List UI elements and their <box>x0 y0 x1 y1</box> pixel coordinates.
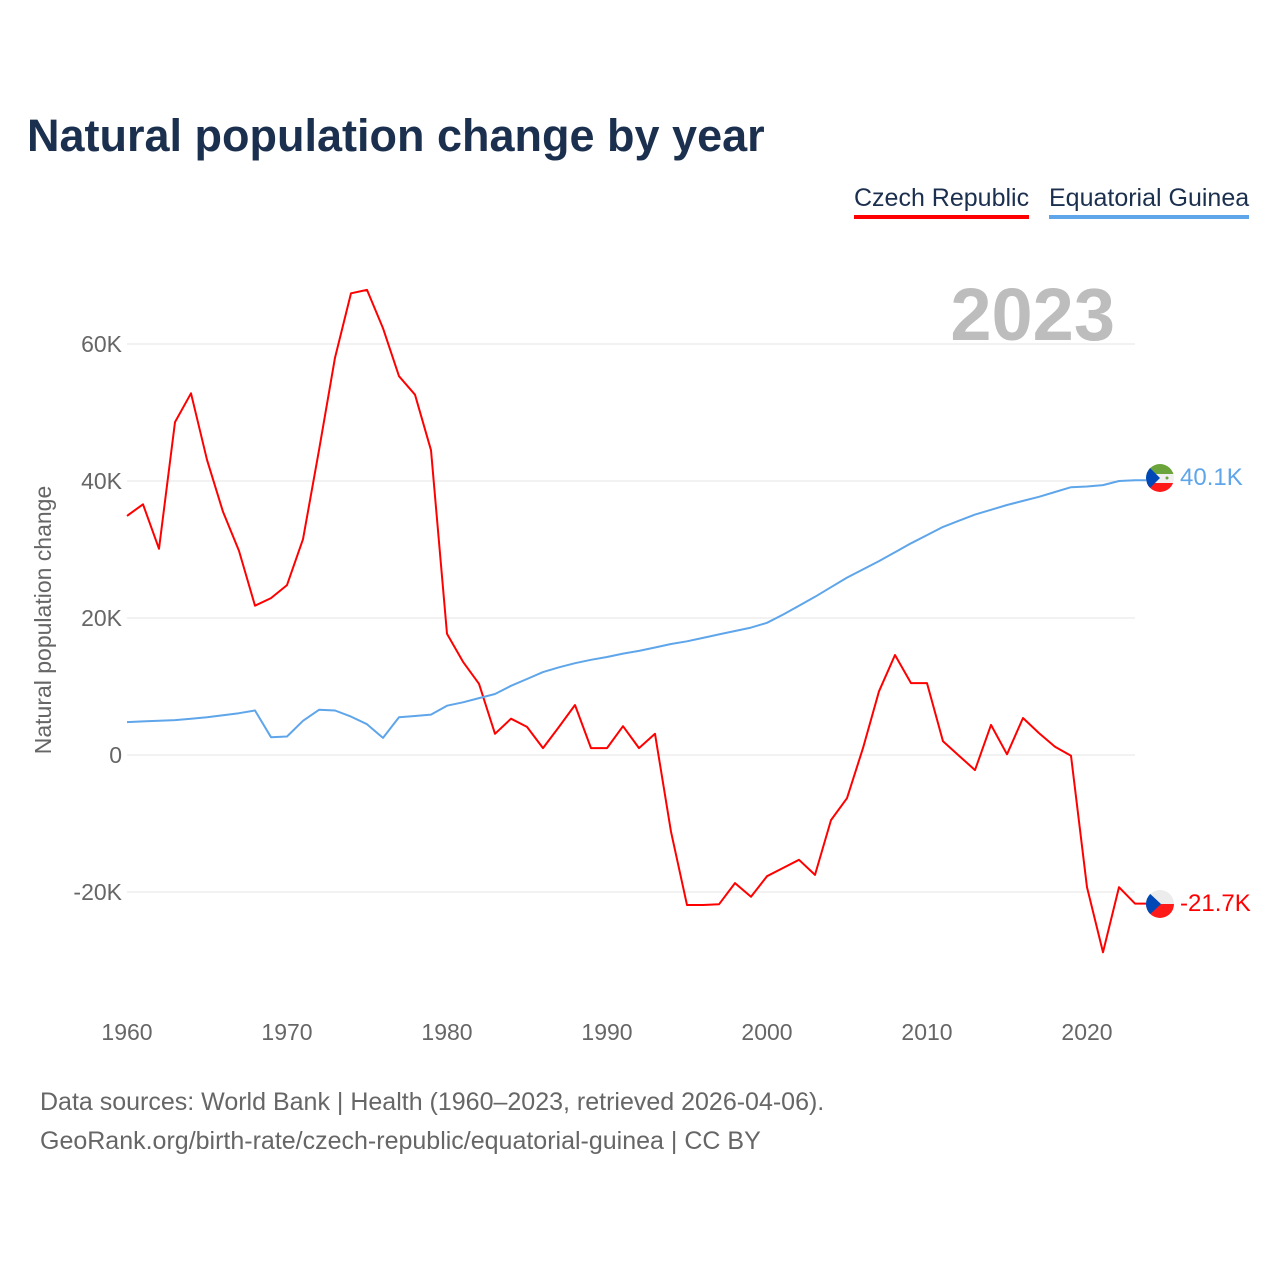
x-tick-label: 1960 <box>101 1019 152 1045</box>
x-tick-label: 1990 <box>581 1019 632 1045</box>
equatorial-guinea-flag-icon <box>1146 464 1174 492</box>
end-label-equatorial-guinea: 40.1K <box>1180 464 1243 491</box>
x-tick-label: 1980 <box>421 1019 472 1045</box>
x-tick-label: 2010 <box>901 1019 952 1045</box>
y-tick-label: 40K <box>81 468 123 494</box>
y-tick-label: 0 <box>109 742 122 768</box>
x-tick-label: 1970 <box>261 1019 312 1045</box>
y-tick-label: -20K <box>73 879 122 905</box>
chart-title: Natural population change by year <box>27 110 765 161</box>
footer-sources: Data sources: World Bank | Health (1960–… <box>40 1088 825 1116</box>
end-label-czech-republic: -21.7K <box>1180 890 1251 917</box>
y-tick-label: 20K <box>81 605 123 631</box>
y-tick-label: 60K <box>81 331 123 357</box>
legend-equatorial-guinea[interactable]: Equatorial Guinea <box>1049 184 1250 219</box>
series-line-czech-republic[interactable] <box>126 288 1146 954</box>
y-axis-label: Natural population change <box>30 486 56 755</box>
year-watermark: 2023 <box>950 273 1115 356</box>
footer-link[interactable]: GeoRank.org/birth-rate/czech-republic/eq… <box>40 1127 761 1155</box>
x-tick-label: 2000 <box>741 1019 792 1045</box>
series-line-equatorial-guinea[interactable] <box>126 479 1146 739</box>
czech-flag-icon <box>1146 890 1174 918</box>
x-tick-label: 2020 <box>1061 1019 1112 1045</box>
legend-czech-republic[interactable]: Czech Republic <box>854 184 1030 219</box>
